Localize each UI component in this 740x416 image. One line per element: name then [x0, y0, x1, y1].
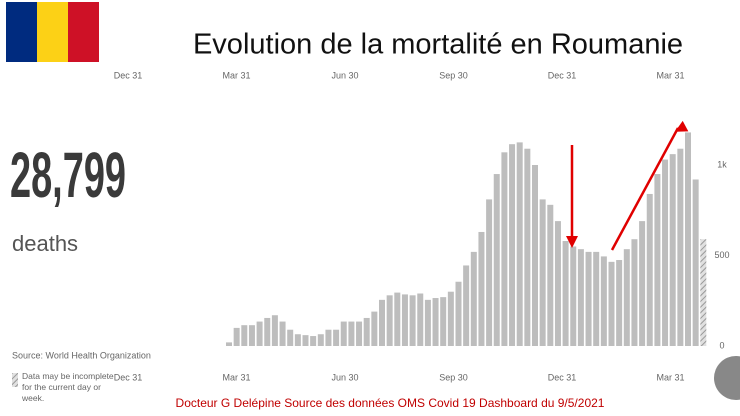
- bar: [302, 335, 309, 346]
- x-tick-label-top: Dec 31: [114, 70, 143, 80]
- incomplete-legend: [12, 373, 18, 387]
- bar: [654, 174, 661, 346]
- bar: [669, 154, 676, 346]
- bar: [486, 199, 493, 346]
- bar: [554, 221, 561, 346]
- x-tick-label: Jun 30: [331, 372, 358, 382]
- bar: [593, 251, 600, 346]
- bar: [256, 321, 263, 346]
- bar: [677, 148, 684, 346]
- note-box: Data may be incomplete for the current d…: [22, 371, 114, 401]
- x-tick-label-top: Jun 30: [331, 70, 358, 80]
- bar: [639, 221, 646, 346]
- bar: [516, 142, 523, 346]
- bar: [287, 329, 294, 346]
- bar: [279, 321, 286, 346]
- bar: [432, 298, 439, 346]
- note: Data may be incomplete for the current d…: [22, 371, 114, 401]
- bar: [248, 325, 255, 346]
- chat-icon: [714, 356, 740, 400]
- bar: [424, 299, 431, 346]
- bar: [417, 293, 424, 346]
- bar: [547, 204, 554, 346]
- bar: [700, 239, 707, 346]
- bar: [379, 299, 385, 346]
- total-deaths: 28,799: [10, 139, 126, 211]
- x-tick-label: Mar 31: [222, 372, 250, 382]
- bar: [562, 241, 569, 346]
- x-tick-label: Sep 30: [439, 372, 468, 382]
- bar: [532, 165, 538, 346]
- bar: [685, 132, 691, 346]
- x-tick-label-top: Mar 31: [656, 70, 684, 80]
- bar: [463, 265, 470, 346]
- bar: [509, 144, 516, 346]
- x-tick-label: Dec 31: [548, 372, 577, 382]
- bar: [264, 317, 271, 346]
- bar: [608, 261, 615, 346]
- bar: [233, 327, 240, 346]
- bar: [386, 295, 393, 346]
- bar: [539, 199, 546, 346]
- y-tick-label: 0: [719, 340, 724, 350]
- bar: [340, 321, 347, 346]
- bar: [585, 251, 592, 346]
- x-tick-label-top: Dec 31: [548, 70, 577, 80]
- bar: [493, 174, 500, 346]
- total-label: deaths: [12, 231, 78, 256]
- flag: [6, 2, 99, 62]
- bar: [440, 297, 447, 346]
- bar: [394, 292, 401, 346]
- chart: 0 500 1k Dec 31 Dec 31 Mar 31 Mar 31 Jun 30 Jun …: [114, 70, 730, 382]
- slide-title: Evolution de la mortalité en Roumanie: [193, 29, 683, 61]
- bar: [447, 291, 454, 346]
- bar: [325, 329, 332, 346]
- annotation-arrows: [566, 120, 689, 251]
- bar: [371, 311, 378, 346]
- bar: [524, 148, 531, 346]
- bar: [310, 336, 317, 346]
- bar: [409, 295, 416, 346]
- bar: [692, 179, 699, 346]
- x-tick-label: Dec 31: [114, 372, 143, 382]
- bar: [356, 321, 363, 346]
- bar: [271, 315, 278, 346]
- bar: [600, 256, 607, 346]
- y-tick-label: 500: [714, 250, 729, 260]
- x-tick-label: Mar 31: [656, 372, 684, 382]
- bar: [294, 334, 301, 346]
- bar: [241, 325, 248, 346]
- x-tick-label-top: Mar 31: [222, 70, 250, 80]
- bar: [348, 321, 355, 346]
- bar: [616, 260, 623, 346]
- bar: [577, 249, 584, 346]
- bar: [401, 294, 408, 346]
- bar: [317, 334, 324, 346]
- bar: [333, 329, 340, 346]
- bar: [570, 246, 577, 346]
- bar: [455, 281, 462, 346]
- x-tick-label-top: Sep 30: [439, 70, 468, 80]
- bar: [226, 342, 232, 346]
- bar: [646, 193, 653, 346]
- bar: [662, 159, 669, 346]
- bar: [501, 152, 508, 346]
- footer: Docteur G Delépine Source des données OM…: [176, 396, 605, 410]
- bar: [470, 251, 477, 346]
- bar: [478, 231, 485, 346]
- source: Source: World Health Organization: [12, 350, 151, 360]
- bar: [623, 249, 630, 346]
- y-tick-label: 1k: [717, 159, 727, 169]
- bar: [363, 317, 370, 346]
- bar: [631, 239, 638, 346]
